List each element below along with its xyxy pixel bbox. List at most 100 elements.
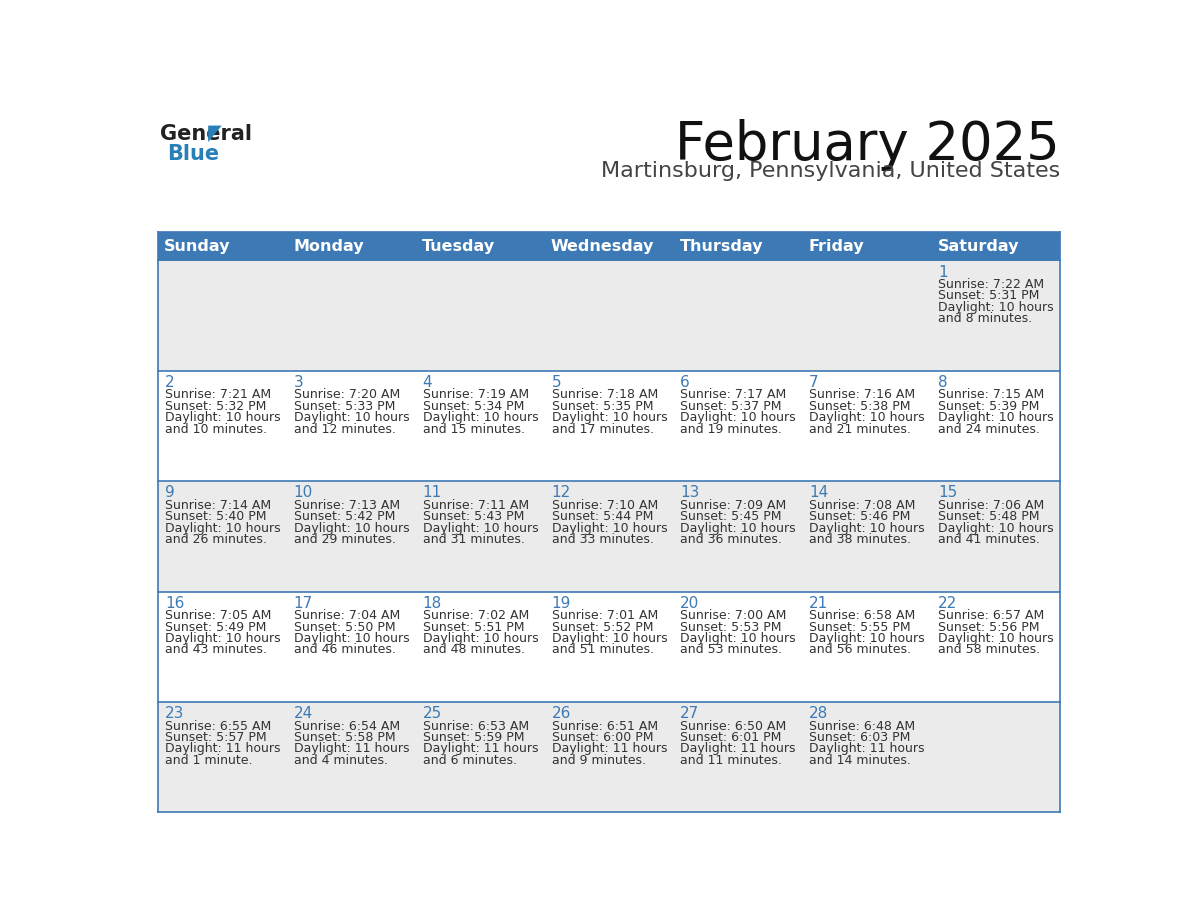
Text: and 10 minutes.: and 10 minutes.	[165, 422, 267, 436]
Text: Daylight: 10 hours: Daylight: 10 hours	[423, 411, 538, 424]
Text: and 51 minutes.: and 51 minutes.	[551, 644, 653, 656]
Text: Sunrise: 7:01 AM: Sunrise: 7:01 AM	[551, 610, 658, 622]
Bar	[158, 371, 1060, 481]
Text: 5: 5	[551, 375, 561, 390]
Text: Sunset: 5:34 PM: Sunset: 5:34 PM	[423, 400, 524, 413]
Text: and 53 minutes.: and 53 minutes.	[681, 644, 783, 656]
Text: and 12 minutes.: and 12 minutes.	[293, 422, 396, 436]
Text: Sunrise: 7:11 AM: Sunrise: 7:11 AM	[423, 498, 529, 512]
Text: Sunset: 6:03 PM: Sunset: 6:03 PM	[809, 731, 911, 744]
Text: 25: 25	[423, 706, 442, 722]
Text: Daylight: 10 hours: Daylight: 10 hours	[939, 633, 1054, 645]
Text: Sunset: 5:49 PM: Sunset: 5:49 PM	[165, 621, 266, 633]
Bar	[158, 591, 1060, 702]
Text: and 33 minutes.: and 33 minutes.	[551, 533, 653, 546]
Text: Sunrise: 7:17 AM: Sunrise: 7:17 AM	[681, 388, 786, 401]
Text: and 14 minutes.: and 14 minutes.	[809, 754, 911, 767]
Text: and 9 minutes.: and 9 minutes.	[551, 754, 645, 767]
Text: Sunrise: 7:05 AM: Sunrise: 7:05 AM	[165, 610, 271, 622]
Text: and 56 minutes.: and 56 minutes.	[809, 644, 911, 656]
Text: Sunrise: 7:10 AM: Sunrise: 7:10 AM	[551, 498, 658, 512]
Text: Daylight: 10 hours: Daylight: 10 hours	[681, 633, 796, 645]
Text: Sunday: Sunday	[164, 239, 230, 253]
Text: and 58 minutes.: and 58 minutes.	[939, 644, 1041, 656]
Text: Sunset: 5:31 PM: Sunset: 5:31 PM	[939, 289, 1040, 302]
Text: Sunset: 5:40 PM: Sunset: 5:40 PM	[165, 510, 266, 523]
Text: and 6 minutes.: and 6 minutes.	[423, 754, 517, 767]
Text: Sunrise: 6:50 AM: Sunrise: 6:50 AM	[681, 720, 786, 733]
Text: 24: 24	[293, 706, 312, 722]
Text: Daylight: 10 hours: Daylight: 10 hours	[681, 521, 796, 534]
Text: Sunset: 5:56 PM: Sunset: 5:56 PM	[939, 621, 1040, 633]
Text: 20: 20	[681, 596, 700, 610]
Text: and 24 minutes.: and 24 minutes.	[939, 422, 1040, 436]
Text: Daylight: 10 hours: Daylight: 10 hours	[809, 521, 925, 534]
Text: and 31 minutes.: and 31 minutes.	[423, 533, 525, 546]
Text: 2: 2	[165, 375, 175, 390]
Text: Sunrise: 7:16 AM: Sunrise: 7:16 AM	[809, 388, 916, 401]
Text: Daylight: 10 hours: Daylight: 10 hours	[551, 521, 668, 534]
Text: Sunrise: 7:15 AM: Sunrise: 7:15 AM	[939, 388, 1044, 401]
Text: Daylight: 11 hours: Daylight: 11 hours	[293, 743, 409, 756]
Text: 16: 16	[165, 596, 184, 610]
Text: Daylight: 10 hours: Daylight: 10 hours	[165, 411, 280, 424]
Text: Sunrise: 7:18 AM: Sunrise: 7:18 AM	[551, 388, 658, 401]
Text: 28: 28	[809, 706, 828, 722]
Text: 1: 1	[939, 264, 948, 280]
Text: Sunset: 5:52 PM: Sunset: 5:52 PM	[551, 621, 653, 633]
Text: Daylight: 10 hours: Daylight: 10 hours	[293, 411, 410, 424]
Polygon shape	[208, 126, 222, 142]
Text: Sunset: 5:57 PM: Sunset: 5:57 PM	[165, 731, 266, 744]
Text: 22: 22	[939, 596, 958, 610]
Text: and 38 minutes.: and 38 minutes.	[809, 533, 911, 546]
Text: 10: 10	[293, 486, 312, 500]
Text: Sunrise: 6:58 AM: Sunrise: 6:58 AM	[809, 610, 916, 622]
Text: Sunrise: 7:08 AM: Sunrise: 7:08 AM	[809, 498, 916, 512]
Text: Sunset: 6:01 PM: Sunset: 6:01 PM	[681, 731, 782, 744]
Text: Daylight: 10 hours: Daylight: 10 hours	[939, 521, 1054, 534]
Text: and 4 minutes.: and 4 minutes.	[293, 754, 387, 767]
Text: Sunrise: 7:21 AM: Sunrise: 7:21 AM	[165, 388, 271, 401]
Bar	[158, 261, 1060, 371]
Text: Martinsburg, Pennsylvania, United States: Martinsburg, Pennsylvania, United States	[601, 161, 1060, 181]
Text: Daylight: 11 hours: Daylight: 11 hours	[551, 743, 666, 756]
Text: and 48 minutes.: and 48 minutes.	[423, 644, 525, 656]
Text: Sunrise: 7:09 AM: Sunrise: 7:09 AM	[681, 498, 786, 512]
Text: 11: 11	[423, 486, 442, 500]
Text: and 8 minutes.: and 8 minutes.	[939, 312, 1032, 325]
Text: Sunset: 5:51 PM: Sunset: 5:51 PM	[423, 621, 524, 633]
Text: 15: 15	[939, 486, 958, 500]
Text: Daylight: 11 hours: Daylight: 11 hours	[681, 743, 796, 756]
Text: 8: 8	[939, 375, 948, 390]
Text: and 41 minutes.: and 41 minutes.	[939, 533, 1040, 546]
Text: Daylight: 10 hours: Daylight: 10 hours	[939, 411, 1054, 424]
Text: Sunset: 5:39 PM: Sunset: 5:39 PM	[939, 400, 1040, 413]
Bar	[158, 232, 1060, 261]
Text: Daylight: 10 hours: Daylight: 10 hours	[293, 633, 410, 645]
Text: Sunrise: 6:53 AM: Sunrise: 6:53 AM	[423, 720, 529, 733]
Text: Daylight: 10 hours: Daylight: 10 hours	[423, 633, 538, 645]
Text: Sunset: 5:45 PM: Sunset: 5:45 PM	[681, 510, 782, 523]
Text: 26: 26	[551, 706, 571, 722]
Text: Daylight: 10 hours: Daylight: 10 hours	[551, 633, 668, 645]
Text: Sunset: 5:53 PM: Sunset: 5:53 PM	[681, 621, 782, 633]
Text: Sunrise: 6:48 AM: Sunrise: 6:48 AM	[809, 720, 916, 733]
Text: and 36 minutes.: and 36 minutes.	[681, 533, 782, 546]
Text: Monday: Monday	[293, 239, 364, 253]
Text: Daylight: 10 hours: Daylight: 10 hours	[551, 411, 668, 424]
Text: Sunrise: 7:19 AM: Sunrise: 7:19 AM	[423, 388, 529, 401]
Text: Sunset: 5:44 PM: Sunset: 5:44 PM	[551, 510, 653, 523]
Text: 18: 18	[423, 596, 442, 610]
Text: Sunset: 5:32 PM: Sunset: 5:32 PM	[165, 400, 266, 413]
Text: and 17 minutes.: and 17 minutes.	[551, 422, 653, 436]
Text: 21: 21	[809, 596, 828, 610]
Text: Daylight: 10 hours: Daylight: 10 hours	[939, 301, 1054, 314]
Text: Daylight: 10 hours: Daylight: 10 hours	[293, 521, 410, 534]
Text: Sunset: 5:59 PM: Sunset: 5:59 PM	[423, 731, 524, 744]
Text: 13: 13	[681, 486, 700, 500]
Text: and 21 minutes.: and 21 minutes.	[809, 422, 911, 436]
Text: 4: 4	[423, 375, 432, 390]
Text: 7: 7	[809, 375, 819, 390]
Text: Wednesday: Wednesday	[551, 239, 655, 253]
Text: 23: 23	[165, 706, 184, 722]
